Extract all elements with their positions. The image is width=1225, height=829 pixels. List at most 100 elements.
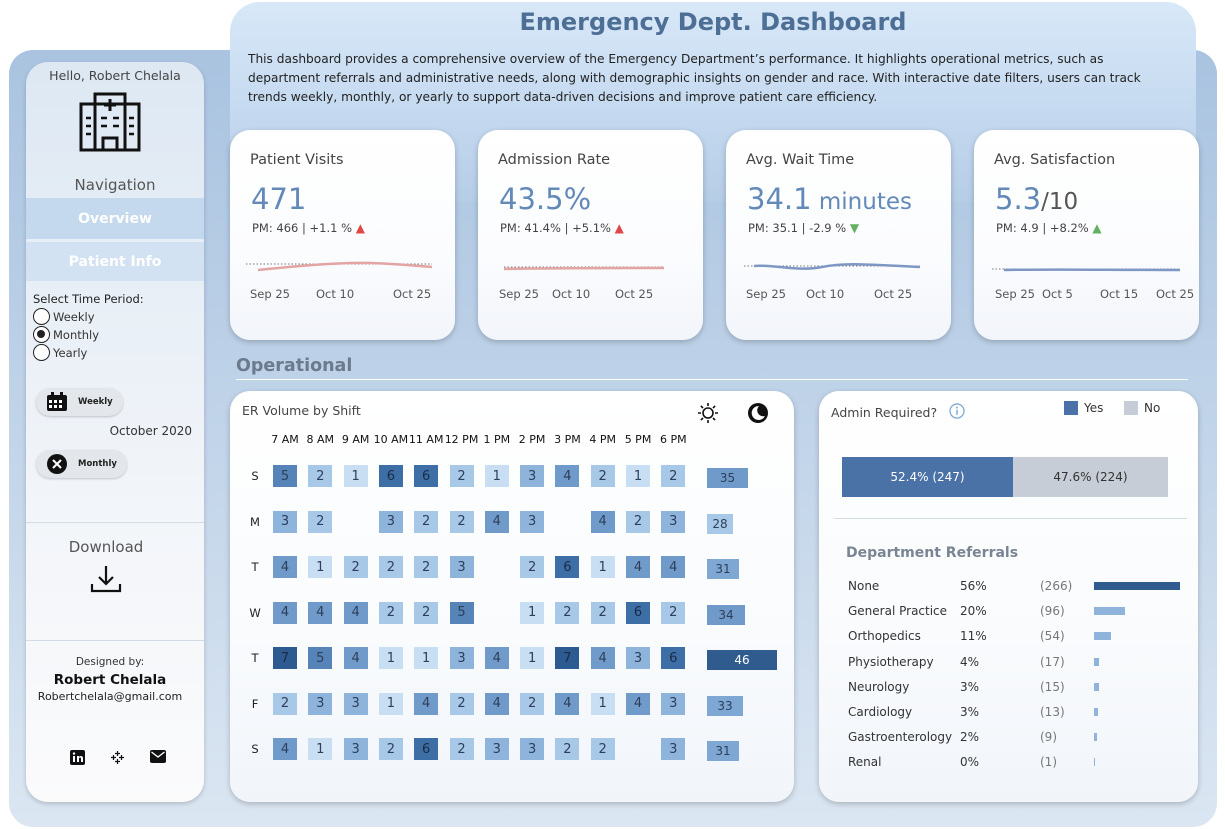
heatmap-cell[interactable]: 3 xyxy=(449,647,474,669)
heatmap-cell[interactable]: 1 xyxy=(590,692,615,715)
heatmap-cell[interactable]: 2 xyxy=(520,556,545,578)
heatmap-cell[interactable]: 6 xyxy=(555,556,580,578)
heatmap-cell[interactable]: 2 xyxy=(661,601,686,624)
heatmap-cell[interactable]: 2 xyxy=(378,601,403,624)
heatmap-cell[interactable]: 4 xyxy=(414,692,439,715)
heatmap-cell[interactable]: 7 xyxy=(273,647,297,669)
radio-yearly[interactable]: Yearly xyxy=(33,344,87,361)
kpi-card-patient-visits[interactable]: Patient Visits 471 PM: 466 | +1.1 % ▲ Se… xyxy=(230,130,455,340)
heatmap-cell[interactable]: 3 xyxy=(273,510,297,533)
kpi-card-avg-satisfaction[interactable]: Avg. Satisfaction 5.3/10 PM: 4.9 | +8.2%… xyxy=(974,130,1199,340)
heatmap-cell[interactable]: 3 xyxy=(308,692,333,715)
heatmap-cell[interactable]: 2 xyxy=(555,738,580,760)
shift-total-bar[interactable]: 28 xyxy=(707,513,733,534)
heatmap-cell[interactable]: 5 xyxy=(273,465,297,487)
heatmap-cell[interactable]: 1 xyxy=(308,556,333,578)
heatmap-cell[interactable]: 5 xyxy=(308,647,333,669)
heatmap-cell[interactable]: 3 xyxy=(449,556,474,578)
heatmap-cell[interactable]: 1 xyxy=(378,692,403,715)
referral-row[interactable]: Cardiology 3% (13) xyxy=(819,705,1198,723)
monthly-filter-pill[interactable]: Monthly xyxy=(36,450,127,478)
weekly-filter-pill[interactable]: Weekly xyxy=(36,388,123,416)
referral-row[interactable]: Physiotherapy 4% (17) xyxy=(819,655,1198,673)
heatmap-cell[interactable]: 1 xyxy=(378,647,403,669)
heatmap-cell[interactable]: 2 xyxy=(378,738,403,760)
radio-circle[interactable] xyxy=(33,344,50,361)
heatmap-cell[interactable]: 4 xyxy=(273,601,297,624)
heatmap-cell[interactable]: 3 xyxy=(520,510,545,533)
shift-total-bar[interactable]: 31 xyxy=(707,559,739,579)
kpi-card-avg-wait-time[interactable]: Avg. Wait Time 34.1 minutes PM: 35.1 | -… xyxy=(726,130,951,340)
heatmap-cell[interactable]: 2 xyxy=(308,510,333,533)
heatmap-cell[interactable]: 2 xyxy=(590,601,615,624)
heatmap-cell[interactable]: 4 xyxy=(273,738,297,760)
heatmap-cell[interactable]: 4 xyxy=(590,510,615,533)
heatmap-cell[interactable]: 2 xyxy=(414,510,439,533)
heatmap-cell[interactable]: 1 xyxy=(484,465,509,487)
mail-icon[interactable] xyxy=(150,750,166,763)
referral-row[interactable]: Neurology 3% (15) xyxy=(819,680,1198,698)
shift-total-bar[interactable]: 35 xyxy=(707,468,748,488)
referral-row[interactable]: None 56% (266) xyxy=(819,579,1198,597)
heatmap-cell[interactable]: 2 xyxy=(626,510,650,533)
admin-bar-no[interactable]: 47.6% (224) xyxy=(1013,457,1168,497)
heatmap-cell[interactable]: 2 xyxy=(555,601,580,624)
heatmap-cell[interactable]: 3 xyxy=(378,510,403,533)
heatmap-cell[interactable]: 3 xyxy=(343,692,368,715)
heatmap-cell[interactable]: 2 xyxy=(520,692,545,715)
heatmap-cell[interactable]: 2 xyxy=(590,738,615,760)
download-label[interactable]: Download xyxy=(68,538,144,556)
referral-row[interactable]: General Practice 20% (96) xyxy=(819,604,1198,622)
heatmap-cell[interactable]: 4 xyxy=(590,647,615,669)
radio-circle[interactable] xyxy=(33,308,50,325)
nav-overview-button[interactable]: Overview xyxy=(26,198,204,240)
referral-row[interactable]: Gastroenterology 2% (9) xyxy=(819,730,1198,748)
heatmap-cell[interactable]: 1 xyxy=(520,601,545,624)
heatmap-cell[interactable]: 3 xyxy=(520,738,545,760)
shift-total-bar[interactable]: 46 xyxy=(707,650,777,670)
sun-icon[interactable] xyxy=(697,402,719,424)
heatmap-cell[interactable]: 1 xyxy=(343,465,368,487)
heatmap-cell[interactable]: 6 xyxy=(626,601,650,624)
heatmap-cell[interactable]: 3 xyxy=(520,465,545,487)
heatmap-cell[interactable]: 4 xyxy=(484,647,509,669)
heatmap-cell[interactable]: 3 xyxy=(626,647,650,669)
heatmap-cell[interactable]: 1 xyxy=(626,465,650,487)
heatmap-cell[interactable]: 2 xyxy=(378,556,403,578)
heatmap-cell[interactable]: 4 xyxy=(308,601,333,624)
heatmap-cell[interactable]: 3 xyxy=(343,738,368,760)
heatmap-cell[interactable]: 6 xyxy=(378,465,403,487)
shift-total-bar[interactable]: 34 xyxy=(707,604,745,625)
heatmap-cell[interactable]: 2 xyxy=(308,465,333,487)
heatmap-cell[interactable]: 2 xyxy=(449,510,474,533)
shift-total-bar[interactable]: 31 xyxy=(707,741,739,761)
linkedin-icon[interactable] xyxy=(70,750,85,765)
heatmap-cell[interactable]: 4 xyxy=(555,692,580,715)
heatmap-cell[interactable]: 2 xyxy=(414,556,439,578)
moon-icon[interactable] xyxy=(747,402,769,424)
heatmap-cell[interactable]: 6 xyxy=(414,738,439,760)
download-icon[interactable] xyxy=(90,564,122,594)
heatmap-cell[interactable]: 3 xyxy=(661,510,686,533)
heatmap-cell[interactable]: 2 xyxy=(414,601,439,624)
heatmap-cell[interactable]: 4 xyxy=(626,556,650,578)
tableau-icon[interactable] xyxy=(110,750,125,765)
heatmap-cell[interactable]: 2 xyxy=(590,465,615,487)
heatmap-cell[interactable]: 4 xyxy=(555,465,580,487)
heatmap-cell[interactable]: 2 xyxy=(449,465,474,487)
heatmap-cell[interactable]: 3 xyxy=(661,738,686,760)
heatmap-cell[interactable]: 1 xyxy=(308,738,333,760)
shift-total-bar[interactable]: 33 xyxy=(707,695,743,716)
heatmap-cell[interactable]: 4 xyxy=(626,692,650,715)
heatmap-cell[interactable]: 4 xyxy=(484,692,509,715)
radio-circle[interactable] xyxy=(33,326,50,343)
nav-patient-info-button[interactable]: Patient Info xyxy=(26,242,204,282)
heatmap-cell[interactable]: 2 xyxy=(273,692,297,715)
heatmap-cell[interactable]: 2 xyxy=(343,556,368,578)
heatmap-cell[interactable]: 1 xyxy=(520,647,545,669)
heatmap-cell[interactable]: 4 xyxy=(343,601,368,624)
heatmap-cell[interactable]: 4 xyxy=(273,556,297,578)
heatmap-cell[interactable]: 3 xyxy=(484,738,509,760)
heatmap-cell[interactable]: 1 xyxy=(590,556,615,578)
heatmap-cell[interactable]: 2 xyxy=(449,738,474,760)
